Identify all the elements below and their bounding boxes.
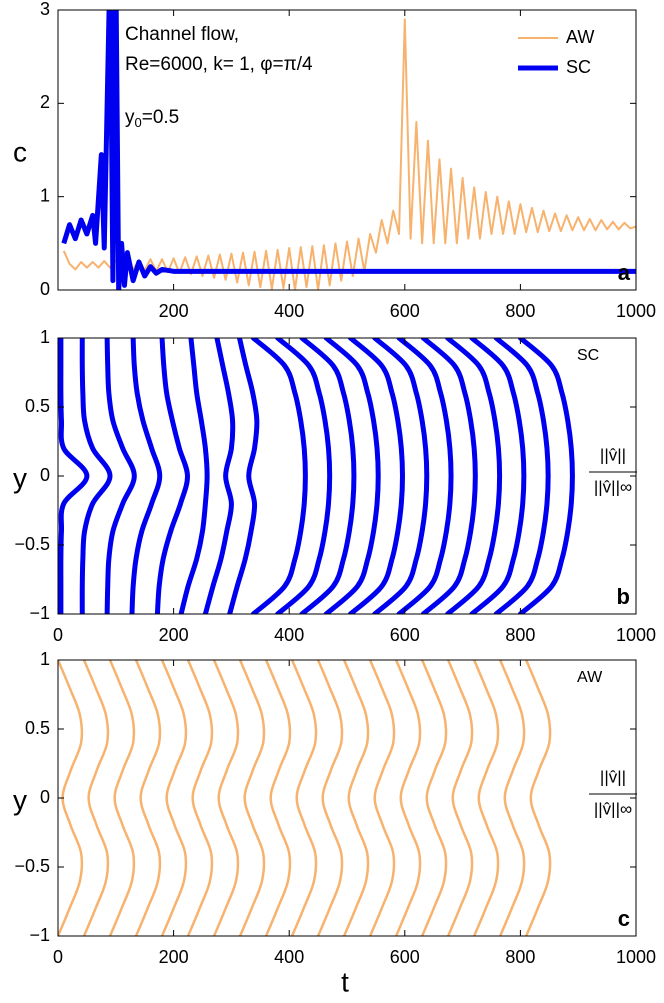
profile-line <box>472 660 500 936</box>
y-tick-label: 1 <box>40 185 50 205</box>
x-tick-label: 800 <box>505 301 535 321</box>
fraction-denominator: ||v̂||∞ <box>594 477 632 496</box>
x-tick-label: 1000 <box>616 947 656 967</box>
y-tick-label: 0 <box>40 279 50 299</box>
profile-line <box>290 660 318 936</box>
axes-frame <box>57 659 637 937</box>
profile-line <box>227 338 260 614</box>
x-tick-label: 0 <box>53 947 63 967</box>
plot-area <box>58 660 552 936</box>
profile-line <box>178 338 210 614</box>
annotation: Re=6000, k= 1, φ=π/4 <box>125 54 313 75</box>
x-tick-label: 1000 <box>616 301 656 321</box>
y-tick-label: −1 <box>29 925 50 945</box>
x-tick-label: 200 <box>159 947 189 967</box>
profile-line <box>498 660 526 936</box>
profile-line <box>104 338 137 614</box>
x-tick-label: 200 <box>159 301 189 321</box>
y-axis-label: y <box>13 784 27 815</box>
x-tick-label: 800 <box>505 947 535 967</box>
profile-line <box>212 660 240 936</box>
annotation-sub: 0 <box>135 115 142 130</box>
y-tick-label: 0.5 <box>25 718 50 738</box>
fraction-numerator: ||v̂|| <box>600 445 626 464</box>
profile-line <box>134 660 162 936</box>
profile-line <box>372 338 430 614</box>
profile-line <box>264 660 292 936</box>
x-tick-label: 400 <box>274 625 304 645</box>
x-tick-label: 600 <box>390 947 420 967</box>
y-tick-label: 1 <box>40 327 50 347</box>
profile-line <box>250 338 308 614</box>
data-line <box>62 18 636 290</box>
profile-line <box>108 660 136 936</box>
y-tick-label: −1 <box>29 603 50 623</box>
x-tick-label: 400 <box>274 947 304 967</box>
y-tick-label: 3 <box>40 0 50 19</box>
annotation: y0=0.5 <box>125 107 179 130</box>
plot-area <box>58 338 575 614</box>
profile-line <box>445 338 503 614</box>
profile-line <box>446 660 474 936</box>
panel-label: c <box>618 906 630 931</box>
annotation-part: =0.5 <box>142 107 180 128</box>
y-tick-label: −0.5 <box>14 534 50 554</box>
data-line <box>61 10 636 290</box>
x-tick-label: 400 <box>274 301 304 321</box>
profile-line <box>154 338 190 614</box>
legend-label: SC <box>566 57 591 77</box>
x-tick-label: 200 <box>159 625 189 645</box>
profile-line <box>202 338 236 614</box>
y-tick-label: 2 <box>40 92 50 112</box>
legend-label: AW <box>566 27 594 47</box>
panel-series-label: AW <box>577 669 603 686</box>
annotation-part: y <box>125 107 135 128</box>
x-tick-label: 1000 <box>616 625 656 645</box>
profile-line <box>82 660 110 936</box>
y-tick-label: 1 <box>40 649 50 669</box>
x-axis-label: t <box>341 966 349 997</box>
profile-line <box>342 660 370 936</box>
annotation: Channel flow, <box>125 24 239 45</box>
profile-line <box>186 660 214 936</box>
panel-label: b <box>617 584 630 609</box>
profile-line <box>420 660 448 936</box>
x-tick-label: 0 <box>53 625 63 645</box>
profile-line <box>493 338 551 614</box>
x-tick-label: 800 <box>505 625 535 645</box>
profile-line <box>79 338 113 614</box>
y-tick-label: −0.5 <box>14 856 50 876</box>
profile-line <box>316 660 344 936</box>
profile-line <box>299 338 357 614</box>
fraction-numerator: ||v̂|| <box>600 767 626 786</box>
y-axis-label: y <box>13 462 27 493</box>
profile-line <box>275 338 333 614</box>
profile-line <box>517 338 575 614</box>
profile-line <box>323 338 381 614</box>
profile-line <box>396 338 454 614</box>
profile-line <box>420 338 478 614</box>
panel-label: a <box>618 260 631 285</box>
x-tick-label: 600 <box>390 301 420 321</box>
y-axis-label: c <box>13 136 27 167</box>
panel-series-label: SC <box>577 347 599 364</box>
axes-frame <box>57 9 637 291</box>
profile-line <box>524 660 552 936</box>
profile-line <box>160 660 188 936</box>
axes-frame <box>57 337 637 615</box>
profile-line <box>129 338 163 614</box>
x-tick-label: 600 <box>390 625 420 645</box>
y-tick-label: 0.5 <box>25 396 50 416</box>
profile-line <box>394 660 422 936</box>
y-tick-label: 0 <box>40 465 50 485</box>
plot-area <box>61 10 636 290</box>
fraction-denominator: ||v̂||∞ <box>594 799 632 818</box>
profile-line <box>347 338 405 614</box>
profile-line <box>58 338 90 614</box>
profile-line <box>368 660 396 936</box>
profile-line <box>238 660 266 936</box>
profile-line <box>469 338 527 614</box>
y-tick-label: 0 <box>40 787 50 807</box>
